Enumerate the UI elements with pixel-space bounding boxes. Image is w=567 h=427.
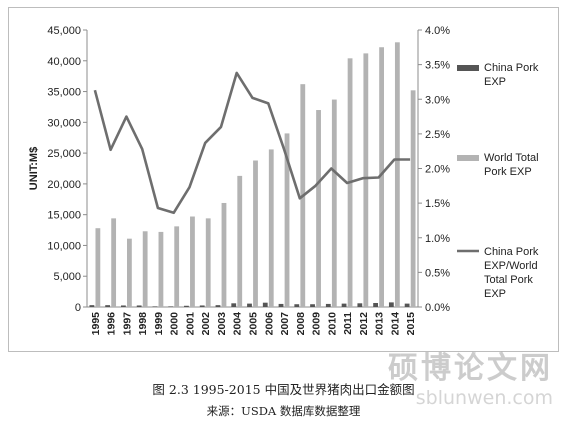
legend-ratio-label: EXP: [484, 288, 506, 300]
y-tick-label: 10,000: [47, 240, 81, 252]
bar-china-pork-exp: [373, 302, 378, 307]
x-tick-label: 2002: [200, 312, 212, 336]
bar-china-pork-exp: [247, 303, 252, 307]
x-tick-label: 2006: [263, 312, 275, 336]
legend-world-pork-exp-label: World Total: [484, 152, 539, 164]
y-tick-label: 0: [75, 302, 81, 314]
bar-china-pork-exp: [325, 303, 331, 307]
y-tick-label: 30,000: [47, 117, 81, 129]
bar-china-pork-exp: [341, 303, 347, 307]
bar-world-pork-exp: [363, 53, 369, 307]
bar-world-pork-exp: [127, 238, 132, 307]
bar-china-pork-exp: [231, 303, 237, 307]
bar-world-pork-exp: [190, 216, 195, 307]
y2-tick-label: 1.0%: [425, 233, 450, 245]
x-tick-label: 2008: [295, 312, 307, 336]
y2-tick-label: 0.0%: [425, 302, 450, 314]
bar-china-pork-exp: [152, 306, 158, 307]
y2-tick-label: 4.0%: [425, 25, 450, 37]
x-tick-label: 2010: [326, 312, 338, 336]
bar-world-pork-exp: [158, 231, 164, 307]
bar-world-pork-exp: [95, 228, 101, 307]
x-tick-label: 2004: [232, 312, 244, 336]
y-tick-label: 5,000: [53, 271, 81, 283]
x-tick-label: 1999: [153, 312, 165, 336]
bar-world-pork-exp: [174, 226, 180, 307]
bar-world-pork-exp: [331, 99, 337, 308]
legend-china-pork-exp-label: China Pork: [484, 62, 539, 74]
bar-china-pork-exp: [89, 305, 95, 307]
bar-china-pork-exp: [184, 305, 189, 307]
x-tick-label: 2014: [389, 312, 401, 336]
y2-tick-label: 2.0%: [425, 164, 450, 176]
y-tick-label: 45,000: [47, 25, 81, 37]
y2-tick-label: 1.5%: [425, 198, 450, 210]
ratio-line: [93, 71, 411, 215]
x-tick-label: 2000: [169, 312, 181, 336]
bar-china-pork-exp: [199, 305, 205, 307]
x-tick-label: 1995: [90, 312, 102, 336]
legend-ratio-label: Total Pork: [484, 274, 533, 286]
x-tick-label: 1996: [106, 312, 118, 336]
bar-world-pork-exp: [410, 90, 416, 307]
bar-world-pork-exp: [237, 175, 243, 307]
bar-world-pork-exp: [111, 218, 117, 307]
bar-china-pork-exp: [278, 303, 284, 307]
y2-tick-label: 3.5%: [425, 60, 450, 72]
x-tick-label: 2005: [248, 312, 260, 336]
figure-source: 来源：USDA 数据库数据整理: [206, 404, 361, 418]
bar-world-pork-exp: [284, 133, 290, 307]
legend-world-pork-exp-label: Pork EXP: [484, 166, 532, 178]
bar-china-pork-exp: [310, 304, 315, 307]
y2-tick-label: 3.0%: [425, 94, 450, 106]
x-tick-label: 1997: [121, 312, 133, 336]
legend-china-pork-exp-label: EXP: [484, 76, 506, 88]
legend-china-pork-exp-swatch: [457, 65, 479, 71]
bar-world-pork-exp: [142, 231, 148, 307]
x-tick-label: 2009: [311, 312, 323, 336]
y2-tick-label: 2.5%: [425, 129, 450, 141]
bar-china-pork-exp: [215, 305, 221, 307]
y-tick-label: 35,000: [47, 87, 81, 99]
bar-china-pork-exp: [404, 303, 410, 307]
bar-world-pork-exp: [394, 42, 400, 308]
bar-world-pork-exp: [253, 160, 258, 307]
pork-export-chart: 0 5,000 10,000 15,000 20,000 25,000 30,000 35,0…: [28, 25, 539, 336]
bar-world-pork-exp: [205, 218, 211, 307]
chart-frame: 0 5,000 10,000 15,000 20,000 25,000 30,000 35,0…: [8, 7, 559, 352]
y-tick-label: 20,000: [47, 179, 81, 191]
x-tick-label: 2003: [216, 312, 228, 336]
bar-china-pork-exp: [121, 305, 126, 307]
x-tick-label: 2001: [184, 312, 196, 336]
bar-china-pork-exp: [294, 304, 300, 307]
x-tick-label: 2011: [342, 312, 354, 335]
legend-ratio-label: China Pork: [484, 246, 539, 258]
x-tick-label: 2012: [358, 312, 370, 336]
y-tick-label: 25,000: [47, 148, 81, 160]
bar-china-pork-exp: [105, 305, 111, 307]
x-tick-label: 2013: [374, 312, 386, 336]
bar-world-pork-exp: [268, 149, 274, 307]
bar-world-pork-exp: [221, 202, 227, 307]
y-tick-label: 40,000: [47, 56, 81, 68]
x-tick-label: 2007: [279, 312, 291, 336]
bar-world-pork-exp: [379, 47, 384, 307]
y2-tick-label: 0.5%: [425, 267, 450, 279]
y-axis-title: UNIT:M$: [28, 147, 40, 190]
bar-world-pork-exp: [316, 110, 321, 308]
legend-world-pork-exp-swatch: [457, 155, 479, 161]
y-tick-label: 15,000: [47, 210, 81, 222]
x-tick-label: 2015: [405, 312, 417, 336]
figure-caption: 图 2.3 1995-2015 中国及世界猪肉出口金额图: [152, 382, 415, 397]
bar-china-pork-exp: [262, 302, 268, 307]
bar-china-pork-exp: [168, 306, 174, 307]
bar-china-pork-exp: [357, 303, 363, 307]
x-tick-label: 1998: [137, 312, 149, 336]
legend-ratio-label: EXP/World: [484, 260, 538, 272]
bar-china-pork-exp: [388, 302, 394, 307]
bar-china-pork-exp: [136, 305, 142, 307]
